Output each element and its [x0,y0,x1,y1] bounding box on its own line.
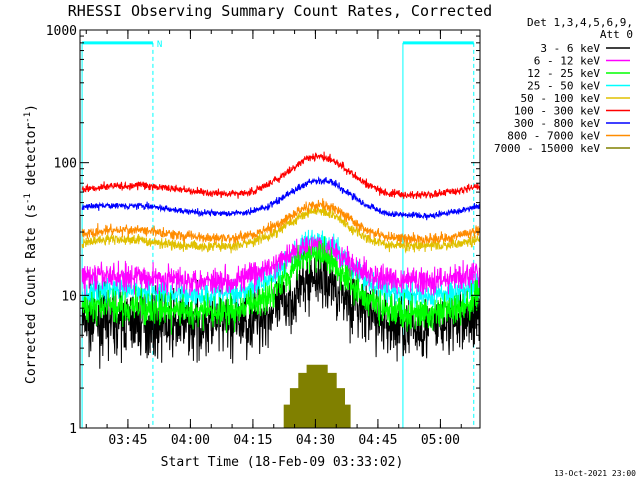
footer-stamp: 13-Oct-2021 23:00 [554,469,636,478]
y-tick-label-0: 1 [69,422,77,437]
legend-entry-7: 800 - 7000 keV [507,130,600,143]
legend-entry-6: 300 - 800 keV [514,117,600,130]
x-tick-label-2: 04:15 [233,433,272,448]
y-axis-label-sup1: -1 [23,193,33,204]
x-axis-label: Start Time (18-Feb-09 03:33:02) [161,455,404,470]
legend-header-line1: Det 1,3,4,5,6,9, [527,16,633,29]
plot-frame [79,29,481,429]
y-axis-label-mid: detector [24,123,39,194]
plot-area: N [81,40,481,428]
annotation-0: N [157,40,162,50]
series-line-7 [81,198,481,246]
x-tick-label-5: 05:00 [421,433,460,448]
x-tick-label-0: 03:45 [108,433,147,448]
y-axis-label-main: Corrected Count Rate (s [24,204,39,384]
y-axis-label: Corrected Count Rate (s-1 detector-1) [23,104,39,384]
chart-title: RHESSI Observing Summary Count Rates, Co… [68,2,492,20]
legend-header-line2: Att 0 [600,28,633,41]
x-tick-label-3: 04:30 [296,433,335,448]
legend-entry-4: 50 - 100 keV [521,92,601,105]
y-axis-label-sup2: -1 [23,112,33,123]
series-line-5 [81,151,481,199]
legend-entry-0: 3 - 6 keV [540,42,600,55]
x-tick-label-4: 04:45 [358,433,397,448]
series-line-6 [81,176,481,221]
legend-entry-1: 6 - 12 keV [534,55,601,68]
y-tick-label-3: 1000 [46,24,77,39]
legend-entry-8: 7000 - 15000 keV [494,142,600,155]
legend-entry-2: 12 - 25 keV [527,67,600,80]
axes: 1 10 100 1000 03:45 04:00 04:15 04:30 04:45 05:00 [46,24,481,448]
series-line-4 [81,204,481,254]
y-tick-label-2: 100 [54,157,77,172]
y-tick-label-1: 10 [61,289,77,304]
series-line-8 [283,364,351,428]
series-line-2 [81,236,481,335]
y-axis-label-end: ) [24,104,39,112]
legend-entry-3: 25 - 50 keV [527,80,600,93]
series-line-1 [81,236,481,296]
x-tick-label-1: 04:00 [171,433,210,448]
legend-entry-5: 100 - 300 keV [514,105,600,118]
